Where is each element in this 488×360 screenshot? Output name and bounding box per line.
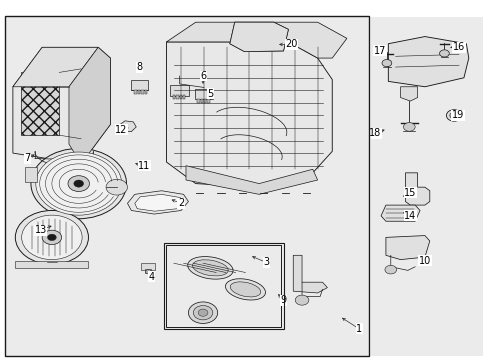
Circle shape [42, 230, 61, 244]
Circle shape [145, 270, 151, 274]
Polygon shape [385, 235, 429, 260]
Polygon shape [69, 47, 110, 164]
Polygon shape [127, 191, 188, 214]
Text: 14: 14 [404, 211, 416, 221]
Bar [172, 95, 175, 99]
Text: 18: 18 [368, 129, 381, 138]
Bar [144, 269, 151, 273]
Polygon shape [380, 205, 419, 221]
Text: 15: 15 [403, 188, 416, 198]
Bar [170, 85, 188, 96]
Circle shape [21, 215, 82, 260]
Circle shape [449, 112, 458, 119]
Polygon shape [229, 22, 288, 51]
Circle shape [384, 265, 396, 274]
Circle shape [68, 176, 89, 192]
Ellipse shape [230, 282, 260, 297]
Polygon shape [21, 72, 59, 135]
Bar [15, 261, 88, 268]
Text: 17: 17 [373, 46, 386, 56]
Circle shape [295, 295, 308, 305]
Bar [166, 244, 281, 327]
Text: 6: 6 [200, 71, 206, 81]
Circle shape [188, 302, 217, 323]
Text: 3: 3 [263, 257, 269, 267]
Bar [207, 99, 209, 103]
Polygon shape [13, 47, 110, 164]
Text: 2: 2 [178, 198, 184, 208]
Polygon shape [400, 87, 417, 101]
Bar [5, 17, 368, 356]
Text: 12: 12 [115, 125, 127, 135]
Polygon shape [405, 173, 429, 205]
Circle shape [446, 110, 461, 121]
Bar [144, 90, 147, 94]
Polygon shape [166, 42, 331, 187]
Circle shape [47, 234, 56, 240]
Text: 13: 13 [35, 225, 47, 235]
Text: 5: 5 [207, 89, 213, 99]
Bar [131, 80, 148, 90]
Polygon shape [293, 255, 327, 293]
Bar [370, 17, 483, 356]
Bar [194, 89, 213, 99]
Circle shape [106, 179, 127, 195]
Ellipse shape [187, 257, 233, 279]
Bar [134, 90, 137, 94]
Text: 16: 16 [452, 42, 464, 52]
Polygon shape [229, 22, 288, 51]
Ellipse shape [225, 279, 265, 300]
Polygon shape [118, 121, 136, 132]
Bar [197, 99, 199, 103]
Text: 11: 11 [138, 161, 150, 171]
Circle shape [198, 309, 207, 316]
Text: 9: 9 [280, 295, 286, 305]
Bar [138, 90, 140, 94]
Circle shape [193, 306, 212, 320]
Text: 8: 8 [136, 62, 142, 72]
Polygon shape [13, 47, 98, 87]
Polygon shape [185, 166, 317, 194]
Ellipse shape [192, 260, 228, 276]
Bar [25, 167, 37, 182]
Text: 20: 20 [285, 40, 297, 49]
Polygon shape [166, 22, 346, 58]
Text: 1: 1 [355, 324, 362, 334]
Circle shape [439, 50, 448, 57]
Bar [200, 99, 203, 103]
Polygon shape [387, 37, 468, 87]
Bar [141, 90, 143, 94]
Circle shape [15, 211, 88, 264]
Bar [163, 243, 283, 329]
Bar [141, 263, 155, 270]
Bar [203, 99, 206, 103]
Text: 10: 10 [418, 256, 430, 266]
Text: 7: 7 [24, 153, 31, 163]
Circle shape [381, 59, 391, 67]
Circle shape [403, 123, 414, 131]
Circle shape [31, 148, 126, 219]
Circle shape [36, 152, 122, 215]
Circle shape [74, 180, 83, 187]
Text: 4: 4 [148, 272, 155, 282]
Polygon shape [135, 194, 183, 211]
Bar [179, 95, 182, 99]
Bar [183, 95, 185, 99]
Text: 19: 19 [451, 111, 463, 121]
Bar [4, 16, 368, 356]
Bar [176, 95, 178, 99]
